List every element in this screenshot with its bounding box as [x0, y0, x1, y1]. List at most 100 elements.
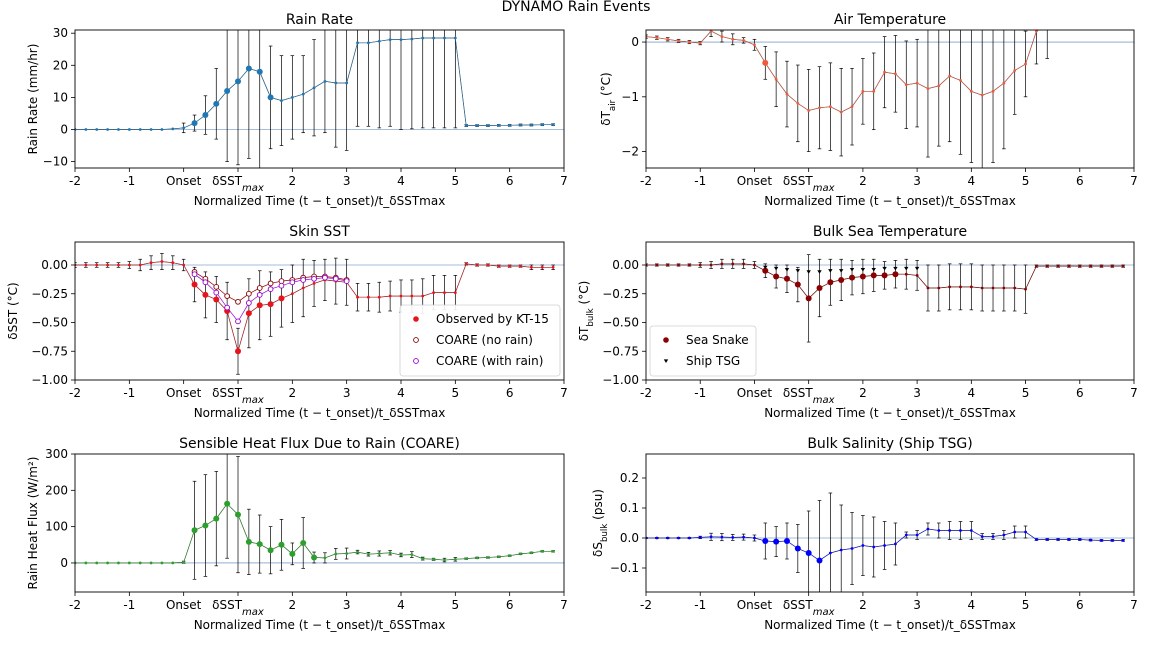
x-tick-label: 3: [913, 598, 921, 612]
x-tick-label: δSSTmax: [212, 386, 264, 406]
data-point: [687, 536, 691, 540]
data-point: [224, 304, 230, 311]
y-tick-label: −1: [621, 90, 639, 104]
data-point: [882, 266, 887, 271]
data-point: [245, 310, 252, 317]
data-point: [783, 538, 790, 544]
data-point: [980, 535, 984, 538]
series-line-color: [646, 30, 1040, 113]
data-point: [497, 555, 501, 559]
data-point: [959, 285, 962, 289]
data-point: [497, 123, 501, 127]
data-point: [872, 89, 876, 93]
x-tick-label: Onset: [166, 174, 202, 188]
data-point: [1024, 287, 1027, 291]
x-tick-label: 4: [968, 598, 976, 612]
data-point: [763, 265, 768, 270]
data-point: [182, 560, 186, 564]
series-0: [75, 454, 555, 580]
data-point: [246, 300, 252, 306]
data-point: [377, 295, 381, 299]
series-0: [75, 30, 555, 168]
data-point: [1013, 530, 1017, 534]
data-point: [399, 294, 403, 298]
data-point: [805, 295, 812, 302]
data-point: [1089, 538, 1093, 542]
x-tick-label: 2: [289, 386, 297, 400]
plot-area: [646, 254, 1125, 343]
x-tick-label: 3: [343, 598, 351, 612]
data-point: [191, 527, 198, 534]
y-tick-label: 0.00: [41, 258, 68, 272]
data-point: [278, 295, 285, 302]
data-point: [464, 262, 468, 266]
data-point: [443, 36, 446, 40]
data-point: [95, 263, 99, 267]
data-point: [849, 268, 855, 272]
y-axis-label: Rain Heat Flux (W/m²): [26, 457, 40, 590]
legend-marker: [663, 359, 669, 363]
data-point: [948, 74, 952, 78]
data-point: [904, 83, 908, 87]
data-point: [980, 286, 984, 290]
data-point: [1100, 539, 1103, 542]
data-point: [883, 544, 886, 547]
data-point: [290, 292, 294, 296]
data-point: [850, 547, 854, 550]
data-point: [1100, 264, 1103, 268]
data-point: [655, 263, 659, 267]
data-point: [687, 263, 691, 267]
data-point: [773, 266, 779, 271]
x-tick-label: 5: [452, 598, 460, 612]
data-point: [127, 128, 131, 131]
x-tick-label: -1: [123, 174, 135, 188]
y-tick-label: 200: [45, 483, 68, 497]
data-point: [278, 282, 285, 289]
data-point: [816, 285, 823, 291]
data-point: [267, 94, 274, 101]
x-tick-label: 7: [1130, 174, 1138, 188]
data-point: [377, 552, 381, 555]
data-point: [84, 128, 88, 131]
data-point: [530, 265, 533, 269]
x-tick-label: 3: [913, 386, 921, 400]
x-tick-label: 3: [343, 386, 351, 400]
data-point: [1024, 530, 1027, 534]
data-point: [1002, 286, 1006, 290]
data-point: [191, 120, 198, 127]
data-point: [171, 561, 175, 565]
x-tick-label: -2: [69, 598, 81, 612]
data-point: [191, 271, 198, 278]
data-point: [213, 289, 220, 296]
x-tick-label: -2: [69, 174, 81, 188]
y-tick-label: −0.1: [610, 561, 639, 575]
panel-title: Rain Rate: [286, 12, 353, 28]
data-point: [1121, 539, 1125, 542]
data-point: [731, 37, 735, 41]
data-point: [948, 529, 952, 532]
x-tick-label: 6: [1076, 386, 1084, 400]
panel-sal: Bulk Salinity (Ship TSG) -2 -1 Onset δSSTmax…: [591, 436, 1138, 632]
data-point: [106, 561, 109, 565]
data-point: [1078, 538, 1082, 541]
data-point: [149, 561, 153, 565]
data-point: [289, 550, 296, 557]
data-point: [795, 269, 801, 273]
x-axis-label: Normalized Time (t − t_onset)/t_δSSTmax: [764, 618, 1016, 632]
data-point: [508, 554, 512, 558]
data-point: [818, 106, 821, 110]
data-point: [149, 261, 153, 265]
data-point: [508, 264, 512, 268]
x-tick-label: δSSTmax: [783, 386, 835, 406]
data-point: [117, 263, 120, 267]
data-point: [1067, 264, 1071, 268]
data-point: [508, 123, 512, 127]
data-point: [677, 39, 680, 43]
data-point: [794, 545, 801, 552]
legend-box: [399, 304, 561, 377]
y-axis-label: δTair (°C): [599, 72, 618, 125]
data-point: [839, 548, 843, 552]
x-tick-label: δSSTmax: [783, 174, 835, 194]
data-point: [311, 275, 317, 282]
data-point: [1110, 539, 1114, 542]
